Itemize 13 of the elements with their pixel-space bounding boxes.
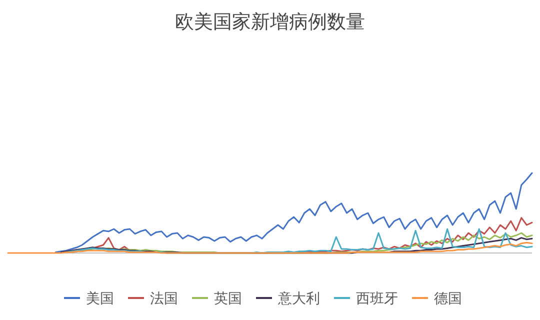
legend-label: 英国 bbox=[214, 291, 242, 307]
legend-label: 意大利 bbox=[277, 291, 320, 307]
legend-item: 意大利 bbox=[256, 291, 320, 307]
legend-item: 法国 bbox=[128, 291, 178, 307]
legend-label: 美国 bbox=[86, 291, 114, 307]
legend-label: 法国 bbox=[150, 291, 178, 307]
legend-item: 德国 bbox=[412, 291, 462, 307]
legend-item: 美国 bbox=[64, 291, 114, 307]
legend-item: 英国 bbox=[192, 291, 242, 307]
legend-item: 西班牙 bbox=[334, 291, 398, 307]
chart-title: 欧美国家新增病例数量 bbox=[175, 11, 365, 33]
legend-label: 西班牙 bbox=[356, 291, 398, 307]
legend-label: 德国 bbox=[434, 291, 462, 307]
